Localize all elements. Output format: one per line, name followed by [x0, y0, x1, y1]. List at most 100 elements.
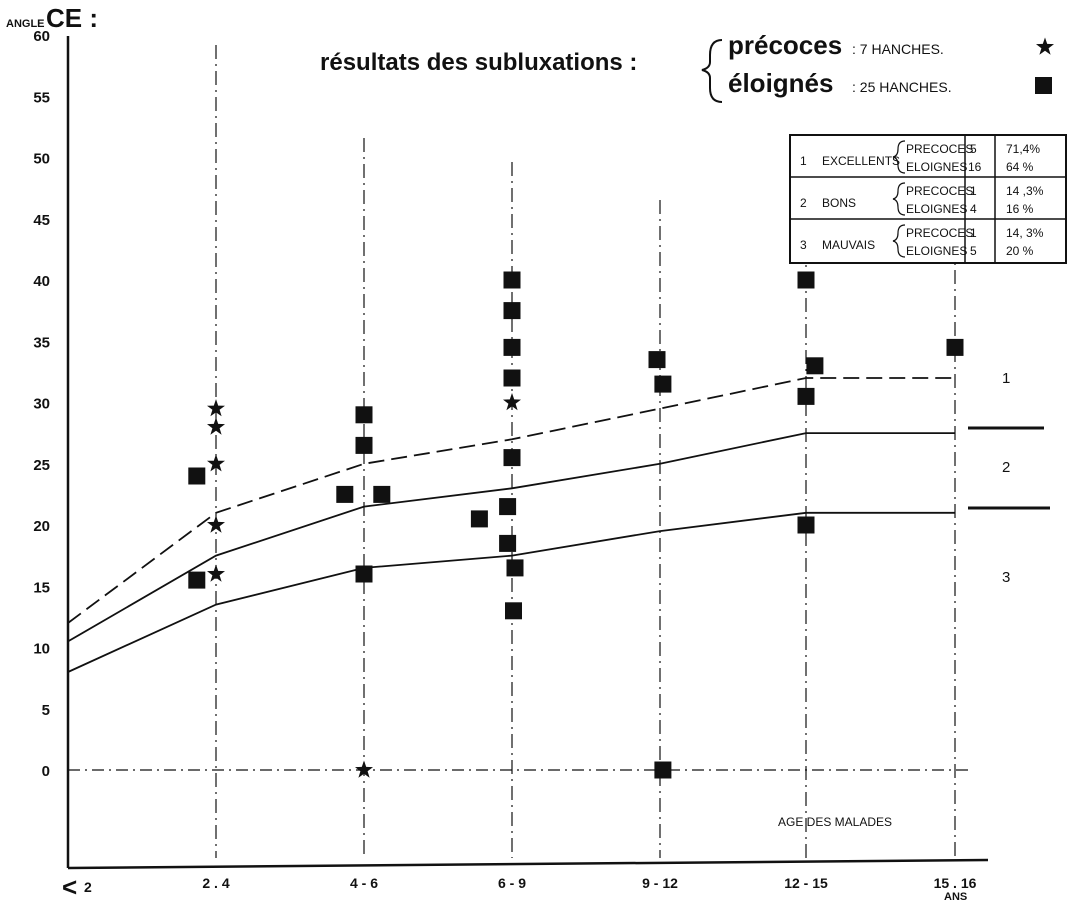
x-tick-6-9: 6 - 9 — [498, 875, 526, 891]
point-eloignes-14 — [499, 498, 517, 516]
table-row-3-group-1: PRECOCES — [906, 226, 973, 240]
y-tick-5: 5 — [42, 702, 50, 719]
table-row-3-label: MAUVAIS — [822, 238, 875, 252]
results-table: 1 EXCELLENTS PRECOCES ELOIGNES 5 16 71,4… — [789, 134, 1067, 264]
table-row-1-label: EXCELLENTS — [822, 154, 900, 168]
table-row-3-num: 3 — [800, 238, 807, 252]
table-row-2-group-1: PRECOCES — [906, 184, 973, 198]
x-first-label: 2 — [84, 879, 92, 895]
point-eloignes-17 — [505, 602, 522, 620]
legend-square-icon — [1035, 77, 1052, 94]
point-eloignes-16 — [506, 559, 524, 577]
point-eloignes-5 — [336, 485, 354, 503]
point-eloignes-24 — [797, 516, 815, 534]
y-tick-15: 15 — [33, 579, 50, 596]
zone-label-3: 3 — [1002, 569, 1010, 586]
x-tick-4-6: 4 - 6 — [350, 875, 378, 891]
x-last-suffix: ANS — [944, 891, 967, 903]
table-row-1-n-1: 5 — [970, 142, 977, 156]
point-eloignes-25 — [946, 338, 964, 356]
x-tick-2-4: 2 . 4 — [202, 875, 229, 891]
point-eloignes-8 — [503, 271, 521, 289]
point-precoces-2 — [207, 417, 225, 435]
table-row-3-pct-1: 14, 3% — [1006, 226, 1044, 240]
table-row-3-group-2: ELOIGNES — [906, 244, 967, 258]
point-precoces-1 — [207, 399, 225, 417]
table-row-2-label: BONS — [822, 196, 856, 210]
table-row-1-pct-1: 71,4% — [1006, 142, 1040, 156]
point-eloignes-10 — [503, 338, 521, 356]
chart-title: résultats des subluxations : — [320, 49, 637, 76]
y-tick-45: 45 — [33, 212, 50, 229]
table-row-2-n-1: 1 — [970, 184, 977, 198]
point-precoces-4 — [207, 515, 225, 533]
table-row-3-n-2: 5 — [970, 244, 977, 258]
x-tick-9-12: 9 - 12 — [642, 875, 678, 891]
reference-line-2 — [67, 432, 955, 643]
point-precoces-3 — [207, 454, 225, 472]
point-eloignes-23 — [797, 387, 815, 405]
y-tick-20: 20 — [33, 518, 50, 535]
table-row-2-num: 2 — [800, 196, 807, 210]
y-tick-55: 55 — [33, 89, 50, 106]
y-axis-label-big: CE : — [46, 3, 98, 33]
table-row-3-brace — [892, 224, 906, 258]
reference-line-3 — [67, 511, 955, 673]
x-tick-12-15: 12 - 15 — [784, 875, 828, 891]
point-eloignes-9 — [503, 302, 521, 320]
results-table-border — [789, 134, 1067, 264]
zone-label-1: 1 — [1002, 370, 1010, 387]
table-row-1-group-1: PRECOCES — [906, 142, 973, 156]
point-eloignes-15 — [499, 534, 517, 552]
legend-star-shape — [1036, 37, 1054, 55]
point-eloignes-11 — [503, 369, 521, 387]
table-row-1-brace — [892, 140, 906, 174]
point-eloignes-4 — [355, 436, 373, 454]
legend-eloignes-count: : 25 HANCHES. — [852, 79, 952, 95]
y-tick-60: 60 — [33, 28, 50, 45]
table-row-2-pct-1: 14 ,3% — [1006, 184, 1044, 198]
y-tick-10: 10 — [33, 641, 50, 658]
table-row-2-brace — [892, 182, 906, 216]
point-eloignes-22 — [806, 357, 824, 375]
x-axis-note: AGE DES MALADES — [778, 815, 892, 829]
y-tick-50: 50 — [33, 151, 50, 168]
x-axis — [67, 858, 989, 870]
point-eloignes-3 — [355, 406, 373, 424]
point-precoces-7 — [503, 393, 521, 411]
table-row-1-pct-2: 64 % — [1006, 160, 1034, 174]
x-first-label-lt: < — [62, 872, 77, 902]
reference-lines — [67, 377, 955, 673]
legend-brace — [701, 39, 723, 103]
table-row-1-group-2: ELOIGNES — [906, 160, 967, 174]
table-row-3-pct-2: 20 % — [1006, 244, 1034, 258]
legend: précoces : 7 HANCHES. éloignés : 25 HANC… — [701, 30, 1054, 103]
table-row-1-num: 1 — [800, 154, 807, 168]
legend-star-icon — [1036, 37, 1054, 55]
legend-precoces-count: : 7 HANCHES. — [852, 41, 944, 57]
point-eloignes-18 — [648, 351, 666, 369]
data-points — [188, 271, 964, 779]
table-row-2-pct-2: 16 % — [1006, 202, 1034, 216]
zone-label-2: 2 — [1002, 459, 1010, 476]
table-row-2-n-2: 4 — [970, 202, 977, 216]
point-eloignes-7 — [355, 565, 373, 583]
y-tick-25: 25 — [33, 457, 50, 474]
point-precoces-6 — [355, 760, 373, 778]
y-tick-0: 0 — [42, 763, 50, 780]
reference-line-1 — [67, 377, 955, 624]
point-eloignes-1 — [188, 467, 206, 485]
point-precoces-5 — [207, 564, 225, 582]
point-eloignes-6 — [373, 485, 391, 503]
x-ticks: 2 . 4 4 - 6 6 - 9 9 - 12 12 - 15 15 . 16 — [202, 875, 976, 891]
y-tick-40: 40 — [33, 273, 50, 290]
y-axis-label-small: ANGLE — [6, 18, 45, 30]
point-eloignes-12 — [503, 449, 521, 467]
y-ticks: 0 5 10 15 20 25 30 35 40 45 50 55 60 — [33, 28, 50, 780]
table-row-3-n-1: 1 — [970, 226, 977, 240]
legend-precoces-label: précoces — [728, 30, 842, 60]
point-eloignes-19 — [654, 375, 672, 393]
point-eloignes-20 — [654, 761, 672, 779]
point-eloignes-13 — [470, 510, 488, 528]
